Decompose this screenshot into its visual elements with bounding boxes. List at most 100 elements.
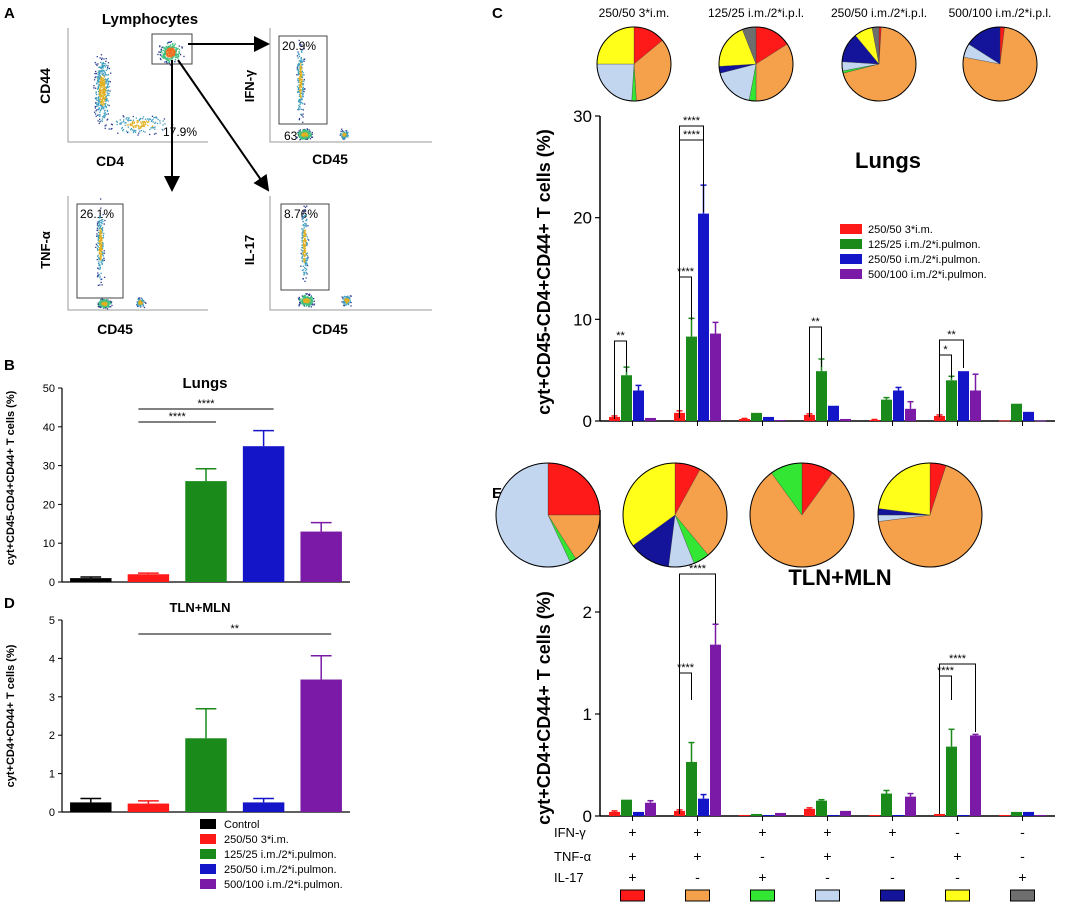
flow-dot xyxy=(303,235,305,237)
flow-dot xyxy=(164,57,167,59)
flow-dot xyxy=(103,112,105,114)
flow-dot xyxy=(174,43,176,45)
flow-dot xyxy=(303,225,305,227)
flow-dot xyxy=(101,99,103,101)
flow-dot xyxy=(94,73,96,75)
flow-dot xyxy=(96,103,98,106)
flow-dot xyxy=(105,124,107,126)
flow-dot xyxy=(298,98,301,100)
flow-dot xyxy=(305,232,307,234)
flow-dot xyxy=(107,90,109,92)
flow-dot xyxy=(102,66,104,68)
bar-series-3-group-1 xyxy=(710,333,721,421)
flow-dot xyxy=(99,114,101,116)
flow-dot xyxy=(305,226,307,228)
flow-dot xyxy=(101,82,103,84)
flow-dot xyxy=(306,301,308,303)
flow-dot xyxy=(135,126,137,128)
flow-dot xyxy=(99,230,101,232)
flow-dot xyxy=(99,238,101,240)
flow-dot xyxy=(105,90,107,92)
flow-dot xyxy=(299,63,301,65)
flow-dot xyxy=(313,300,315,302)
flow-dot xyxy=(162,46,164,48)
flow-dot xyxy=(307,304,309,306)
flow-dot xyxy=(298,130,300,132)
flow-dot xyxy=(100,305,102,307)
flow-dot xyxy=(161,46,163,49)
bar-series-2-group-6 xyxy=(1023,411,1034,421)
flow-dot xyxy=(306,262,308,264)
flow-dot xyxy=(136,301,139,303)
flow-dot xyxy=(311,136,313,138)
flow-dot xyxy=(99,304,101,307)
flow-dot xyxy=(299,87,301,89)
flow-dot xyxy=(302,224,304,226)
flow-dot xyxy=(300,71,302,73)
flow-dot xyxy=(103,252,106,254)
legend-panel-c: 250/50 3*i.m.125/25 i.m./2*i.pulmon.250/… xyxy=(840,224,987,281)
flow-dot xyxy=(101,253,103,255)
flow-dot xyxy=(139,302,141,304)
flow-dot xyxy=(99,75,101,77)
flow-dot xyxy=(308,135,310,137)
flow-dot xyxy=(98,66,100,68)
flow-dot xyxy=(341,128,343,130)
flow-dot xyxy=(173,46,176,49)
flow-dot xyxy=(183,55,185,58)
flow-dot xyxy=(171,55,174,57)
flow-dot xyxy=(303,231,305,233)
significance-bracket xyxy=(614,340,627,419)
flow-dot xyxy=(99,232,101,234)
flow-dot xyxy=(298,89,300,91)
flow-dot xyxy=(168,51,170,53)
flow-dot xyxy=(166,50,169,52)
flow-dot xyxy=(93,79,96,81)
flow-dot xyxy=(305,270,307,272)
flow-dot xyxy=(298,305,300,307)
flow-dot xyxy=(96,77,99,79)
phenotype-swatch-yellow xyxy=(945,889,970,902)
flow-dot xyxy=(306,128,308,130)
flow-dot xyxy=(110,302,112,305)
significance-stars: **** xyxy=(683,115,701,127)
flow-dot xyxy=(303,240,305,242)
flow-dot xyxy=(300,67,302,69)
flow-dot xyxy=(122,115,124,117)
flow-dot xyxy=(167,48,169,51)
flow-dot xyxy=(302,83,304,85)
flow-dot xyxy=(349,300,351,303)
bar-series-2-group-5 xyxy=(958,814,969,816)
flow-dot xyxy=(308,132,311,134)
flow-dot xyxy=(97,303,99,306)
flow-dot xyxy=(124,124,126,127)
flow-dot xyxy=(102,255,104,257)
flow-dot xyxy=(298,55,301,58)
flow-dot xyxy=(305,243,307,245)
flow-dot xyxy=(307,134,309,136)
flow-dot xyxy=(101,120,104,122)
bar-series-2-group-0 xyxy=(633,811,644,816)
flow-dot xyxy=(346,301,348,303)
significance-stars: **** xyxy=(677,266,695,278)
flow-dot xyxy=(102,302,104,304)
flow-dot xyxy=(297,70,299,72)
flow-dot xyxy=(106,94,108,97)
flow-dot xyxy=(299,94,302,97)
flow-dot xyxy=(101,244,103,246)
flow-dot xyxy=(140,126,142,129)
bar-series-1-group-6 xyxy=(1011,403,1022,421)
flow-dot xyxy=(166,53,168,55)
flow-dot xyxy=(303,205,305,207)
flow-dot xyxy=(345,136,347,139)
flow-dot xyxy=(301,78,303,80)
flow-dot xyxy=(105,103,107,105)
flow-dot xyxy=(102,116,104,118)
flow-dot xyxy=(101,96,103,98)
significance-stars: ** xyxy=(231,623,240,635)
flow-dot xyxy=(97,79,100,81)
flow-dot xyxy=(300,100,302,102)
bar-series-2-group-6 xyxy=(1023,811,1034,816)
flow-dot xyxy=(302,265,304,267)
flow-dot xyxy=(309,301,311,303)
